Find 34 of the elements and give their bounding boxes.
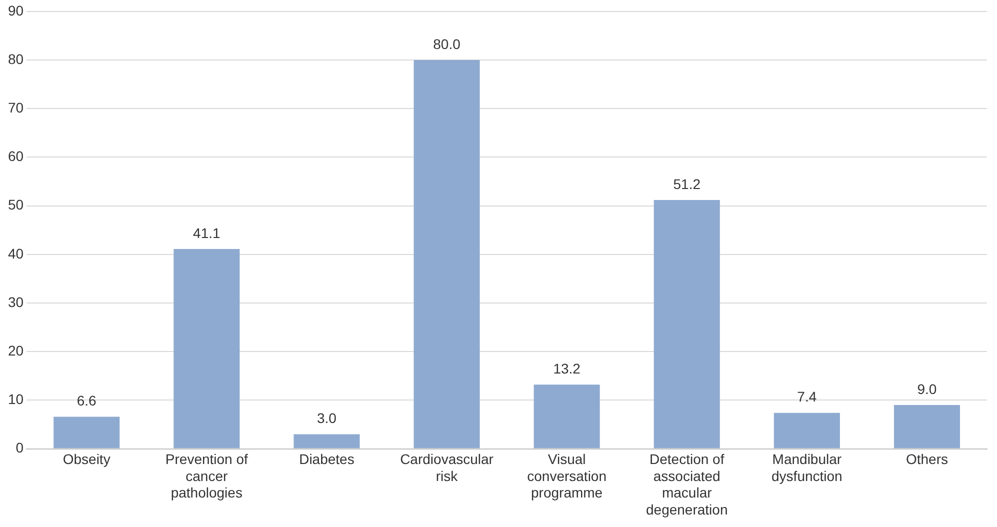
x-tick-label: Mandibular dysfunction [772,451,842,484]
y-tick-label: 30 [8,294,24,310]
y-tick-label: 90 [8,2,24,18]
data-label: 13.2 [553,360,581,377]
data-label: 51.2 [673,176,701,192]
y-tick-label: 20 [8,342,24,358]
x-tick-label: Others [906,451,948,468]
bar [54,416,120,448]
data-label: 7.4 [797,388,817,405]
bar [534,384,600,448]
x-tick-label: Visual conversation programme [527,451,607,501]
y-tick-label: 0 [16,440,24,456]
data-label: 3.0 [316,410,337,426]
x-tick-label: Obseity [62,451,110,468]
data-label: 41.1 [193,224,220,241]
bar [894,405,960,448]
bar [294,434,360,448]
bar [774,412,840,448]
y-tick-label: 70 [8,99,24,116]
x-tick-label: Prevention of cancer pathologies [165,451,248,501]
y-tick-label: 10 [8,391,24,408]
bar [654,200,720,448]
x-tick-label: Cardiovascular risk [400,451,494,484]
y-tick-label: 50 [8,196,24,213]
data-label: 6.6 [76,392,97,409]
x-tick-label: Detection of associated macular degeneration [646,451,728,518]
data-label: 80.0 [433,36,461,52]
bar [414,60,480,448]
bar [174,249,240,448]
data-label: 9.0 [917,380,937,397]
y-tick-label: 80 [8,50,24,67]
x-tick-label: Diabetes [299,451,354,468]
y-tick-label: 40 [8,245,24,262]
y-tick-label: 60 [8,148,24,164]
